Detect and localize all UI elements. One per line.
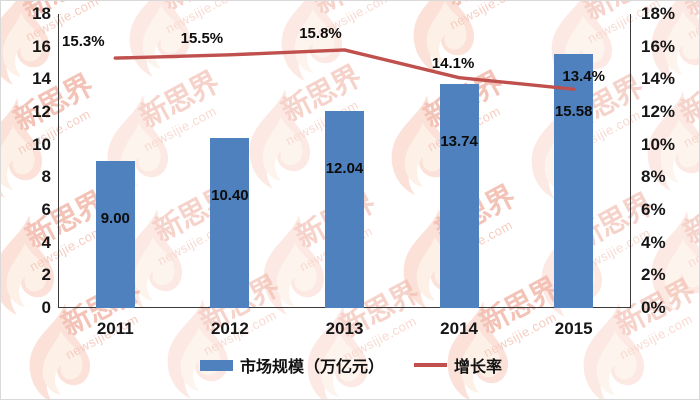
left-axis-tick: 4 [41, 232, 51, 252]
x-axis-tick-label: 2015 [554, 319, 593, 338]
left-axis-tick: 0 [41, 298, 51, 317]
right-axis-tick: 4% [641, 232, 666, 252]
left-axis-tick: 10 [32, 134, 51, 154]
legend-item-market-size[interactable]: 市场规模（万亿元） [199, 353, 384, 377]
x-axis-tick-label: 2011 [96, 319, 134, 338]
x-axis-tick-label: 2014 [440, 319, 478, 338]
x-axis-tick-label: 2013 [325, 319, 364, 338]
bar-swatch-icon [199, 359, 233, 371]
right-axis-tick: 0% [641, 298, 666, 317]
watermark-en-text: newsijie.com [681, 99, 700, 151]
right-axis-tick: 2% [641, 265, 666, 285]
right-axis-tick: 12% [641, 102, 676, 121]
left-axis-tick: 18 [32, 4, 51, 23]
x-axis-tick-label: 2012 [210, 319, 249, 338]
left-axis-tick: 12 [32, 102, 51, 121]
right-axis-tick: 8% [641, 167, 666, 187]
legend-label-growth-rate: 增长率 [454, 357, 503, 376]
left-axis-tick: 6 [41, 200, 51, 219]
plot-area-frame [58, 14, 631, 308]
watermark-cn-text: 新思界 [675, 1, 699, 24]
left-axis-tick: 14 [32, 69, 51, 89]
right-axis-tick: 14% [641, 69, 676, 89]
right-axis-tick: 18% [641, 4, 676, 23]
legend-label-market-size: 市场规模（万亿元） [239, 357, 384, 376]
watermark-en-text: newsijie.com [685, 0, 700, 43]
chart-legend: 市场规模（万亿元） 增长率 [1, 353, 699, 377]
right-axis-tick: 6% [641, 200, 666, 219]
watermark-cn-text: 新思界 [673, 60, 700, 131]
left-axis-tick: 2 [41, 265, 51, 285]
watermark-en-text: newsijie.com [685, 219, 700, 271]
right-axis-tick: 16% [641, 36, 676, 56]
watermark-cn-text: 新思界 [437, 1, 531, 14]
left-axis-tick: 16 [32, 36, 51, 56]
left-axis-tick: 8 [41, 167, 51, 187]
legend-item-growth-rate[interactable]: 增长率 [414, 353, 502, 377]
watermark-cn-text: 新思界 [677, 180, 700, 251]
line-swatch-icon [414, 363, 447, 367]
right-axis-tick: 10% [641, 134, 676, 154]
